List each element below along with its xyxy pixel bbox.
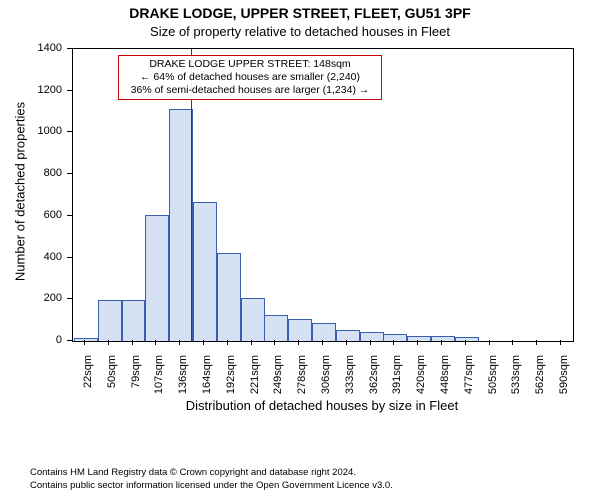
y-tick-mark [67,215,72,216]
x-tick-mark [370,340,371,345]
annotation-box: DRAKE LODGE UPPER STREET: 148sqm← 64% of… [118,55,382,100]
footer-line1: Contains HM Land Registry data © Crown c… [30,467,393,479]
y-tick-mark [67,298,72,299]
footer: Contains HM Land Registry data © Crown c… [30,467,393,492]
x-tick-mark [465,340,466,345]
y-tick-mark [67,340,72,341]
x-axis-title: Distribution of detached houses by size … [72,398,572,413]
bar [312,323,336,341]
y-tick-label: 600 [0,209,62,221]
x-tick-mark [298,340,299,345]
x-tick-mark [132,340,133,345]
bar [122,300,146,341]
x-tick-mark [227,340,228,345]
y-tick-label: 200 [0,292,62,304]
x-tick-mark [84,340,85,345]
y-tick-mark [67,257,72,258]
bar [193,202,217,341]
bar [431,336,455,341]
y-axis-title: Number of detached properties [13,82,28,302]
bar [407,336,431,341]
y-tick-label: 0 [0,334,62,346]
bar [336,330,360,341]
bar [98,300,122,341]
x-tick-mark [251,340,252,345]
y-tick-label: 400 [0,251,62,263]
x-tick-mark [489,340,490,345]
x-tick-mark [560,340,561,345]
y-tick-mark [67,131,72,132]
y-tick-mark [67,173,72,174]
x-tick-mark [417,340,418,345]
footer-line2: Contains public sector information licen… [30,480,393,492]
bar [455,337,479,341]
bar [74,338,98,341]
x-tick-mark [512,340,513,345]
x-tick-mark [346,340,347,345]
x-tick-mark [179,340,180,345]
y-tick-label: 1200 [0,84,62,96]
bar [360,332,384,341]
x-tick-mark [108,340,109,345]
bar [169,109,193,342]
x-tick-mark [322,340,323,345]
y-tick-mark [67,48,72,49]
title-sub: Size of property relative to detached ho… [0,24,600,39]
annotation-line: DRAKE LODGE UPPER STREET: 148sqm [123,58,377,71]
x-tick-mark [393,340,394,345]
x-tick-mark [203,340,204,345]
bar [145,215,169,341]
plot-area: DRAKE LODGE UPPER STREET: 148sqm← 64% of… [72,48,574,342]
x-tick-mark [536,340,537,345]
y-tick-mark [67,90,72,91]
x-tick-mark [441,340,442,345]
bar [383,334,407,341]
x-tick-mark [155,340,156,345]
bar [264,315,288,341]
bar [217,253,241,341]
annotation-line: ← 64% of detached houses are smaller (2,… [123,71,377,84]
y-tick-label: 800 [0,167,62,179]
y-tick-label: 1400 [0,42,62,54]
y-tick-label: 1000 [0,125,62,137]
annotation-line: 36% of semi-detached houses are larger (… [123,84,377,97]
bar [241,298,265,341]
title-main: DRAKE LODGE, UPPER STREET, FLEET, GU51 3… [0,5,600,21]
bar [288,319,312,341]
x-tick-mark [274,340,275,345]
